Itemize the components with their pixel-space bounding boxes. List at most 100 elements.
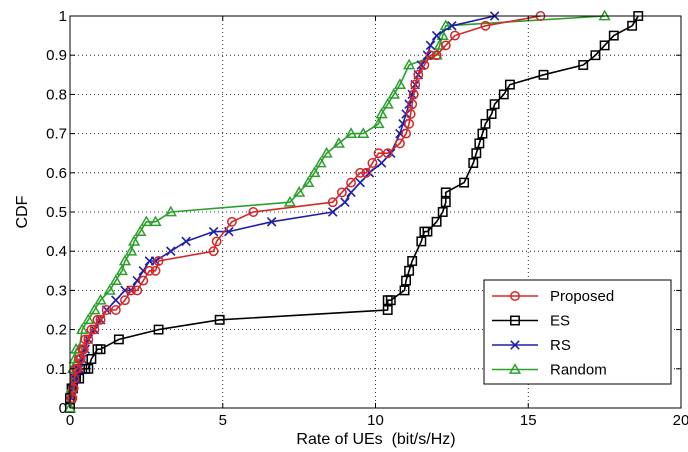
marker-proposed (361, 167, 372, 178)
legend-label-random: Random (550, 362, 607, 379)
marker-random (103, 284, 116, 295)
marker-es (382, 305, 393, 315)
y-tick-label: 0.4 (46, 243, 67, 260)
x-tick-label: 5 (219, 412, 227, 429)
marker-proposed (126, 285, 137, 296)
marker-random (94, 293, 107, 305)
marker-es (86, 354, 97, 364)
marker-proposed (138, 275, 149, 286)
marker-proposed (410, 79, 421, 90)
marker-proposed (408, 89, 419, 100)
marker-proposed (110, 305, 121, 315)
marker-es (407, 256, 418, 266)
marker-random (375, 107, 388, 119)
y-tick-label: 0 (59, 400, 67, 417)
grid (70, 16, 681, 408)
marker-rs (416, 60, 427, 70)
legend-marker-random (508, 363, 522, 374)
marker-random (598, 9, 611, 21)
marker-proposed (382, 148, 393, 159)
marker-es (477, 128, 488, 139)
marker-random (164, 205, 177, 217)
marker-proposed (327, 197, 338, 208)
marker-es (590, 50, 601, 61)
marker-proposed (480, 20, 491, 31)
series-random (63, 9, 611, 413)
legend-label-es: ES (550, 313, 570, 330)
marker-proposed (120, 295, 130, 306)
marker-es (431, 216, 442, 227)
marker-proposed (80, 334, 91, 345)
marker-es (608, 30, 619, 41)
marker-es (538, 69, 549, 80)
marker-proposed (373, 148, 384, 159)
marker-proposed (346, 177, 357, 188)
marker-proposed (401, 128, 411, 139)
marker-rs (355, 177, 365, 188)
marker-random (308, 166, 321, 178)
marker-es (489, 99, 500, 110)
marker-rs (166, 246, 176, 256)
marker-es (498, 89, 509, 100)
marker-es (578, 60, 589, 70)
marker-random (302, 176, 315, 187)
marker-proposed (226, 216, 237, 227)
marker-rs (425, 40, 436, 51)
marker-rs (346, 187, 356, 198)
marker-proposed (86, 324, 97, 335)
legend-label-rs: RS (550, 337, 571, 354)
marker-proposed (92, 314, 103, 325)
marker-rs (376, 158, 387, 168)
marker-random (82, 313, 95, 325)
marker-proposed (355, 167, 366, 178)
marker-proposed (132, 285, 143, 296)
marker-proposed (75, 354, 86, 364)
marker-random (115, 264, 129, 276)
marker-es (468, 158, 479, 168)
marker-random (344, 127, 358, 138)
marker-proposed (407, 99, 418, 110)
series-proposed (66, 11, 546, 404)
marker-rs (327, 207, 338, 217)
x-axis-label: Rate of UEs (bit/s/Hz) (296, 431, 455, 448)
y-tick-label: 0.1 (46, 361, 67, 378)
marker-random (283, 195, 297, 207)
marker-random (140, 215, 153, 227)
marker-rs (422, 50, 433, 60)
marker-random (88, 303, 101, 315)
marker-proposed (405, 109, 416, 119)
marker-proposed (153, 256, 164, 266)
marker-proposed (83, 334, 94, 345)
marker-es (504, 79, 515, 90)
marker-random (76, 323, 89, 334)
marker-rs (340, 197, 350, 207)
marker-es (480, 118, 491, 129)
marker-es (113, 334, 124, 345)
marker-es (404, 265, 415, 276)
marker-random (124, 244, 138, 256)
marker-random (381, 97, 394, 109)
legend-item-proposed: Proposed (492, 288, 614, 305)
marker-rs (111, 295, 121, 305)
y-tick-label: 0.6 (46, 165, 67, 182)
marker-rs (71, 373, 81, 384)
marker-random (436, 29, 449, 40)
marker-rs (208, 226, 219, 237)
y-tick-label: 0.8 (46, 86, 67, 103)
marker-proposed (367, 158, 378, 168)
ticks: 0 5 10 15 20 0 0.1 0.2 0.3 0.4 0.5 0.6 0.7 0.8 0.9 1 (46, 8, 688, 429)
marker-random (63, 401, 77, 413)
y-tick-label: 0.2 (46, 322, 67, 339)
legend-item-rs: RS (492, 337, 571, 354)
marker-random (372, 117, 385, 129)
marker-proposed (144, 265, 155, 276)
marker-proposed (449, 30, 460, 41)
marker-proposed (95, 314, 106, 325)
marker-random (118, 254, 132, 266)
marker-rs (447, 21, 457, 31)
marker-proposed (211, 236, 222, 247)
series-layer (63, 9, 644, 413)
marker-rs (266, 217, 277, 227)
marker-es (401, 275, 412, 286)
marker-random (128, 235, 141, 246)
